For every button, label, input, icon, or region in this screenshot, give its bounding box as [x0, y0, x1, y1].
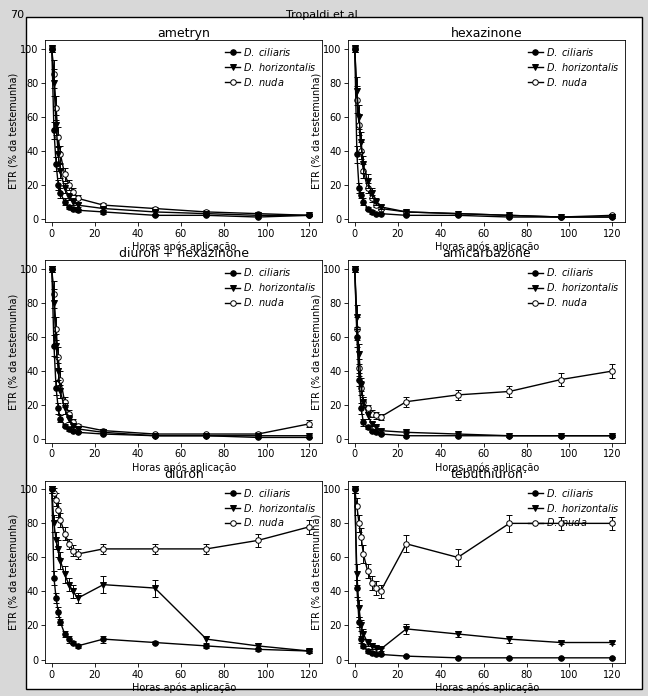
Y-axis label: ETR (% da testemunha): ETR (% da testemunha) — [8, 514, 19, 630]
Title: ametryn: ametryn — [157, 27, 211, 40]
Legend: $\it{D.}$ $\it{ciliaris}$, $\it{D.}$ $\it{horizontalis}$, $\it{D.}$ $\it{nuda}$: $\it{D.}$ $\it{ciliaris}$, $\it{D.}$ $\i… — [526, 264, 621, 310]
Legend: $\it{D.}$ $\it{ciliaris}$, $\it{D.}$ $\it{horizontalis}$, $\it{D.}$ $\it{nuda}$: $\it{D.}$ $\it{ciliaris}$, $\it{D.}$ $\i… — [526, 484, 621, 530]
Y-axis label: ETR (% da testemunha): ETR (% da testemunha) — [312, 293, 321, 410]
Title: hexazinone: hexazinone — [451, 27, 523, 40]
Y-axis label: ETR (% da testemunha): ETR (% da testemunha) — [312, 73, 321, 189]
Title: amicarbazone: amicarbazone — [443, 247, 531, 260]
Title: diuron + hexazinone: diuron + hexazinone — [119, 247, 249, 260]
Text: Tropaldi et al.: Tropaldi et al. — [286, 10, 362, 20]
Legend: $\it{D.}$ $\it{ciliaris}$, $\it{D.}$ $\it{horizontalis}$, $\it{D.}$ $\it{nuda}$: $\it{D.}$ $\it{ciliaris}$, $\it{D.}$ $\i… — [526, 44, 621, 90]
X-axis label: Horas após aplicação: Horas após aplicação — [435, 683, 539, 693]
Title: tebuthiuron: tebuthiuron — [450, 468, 523, 481]
Legend: $\it{D.}$ $\it{ciliaris}$, $\it{D.}$ $\it{horizontalis}$, $\it{D.}$ $\it{nuda}$: $\it{D.}$ $\it{ciliaris}$, $\it{D.}$ $\i… — [224, 264, 318, 310]
X-axis label: Horas após aplicação: Horas após aplicação — [132, 683, 236, 693]
X-axis label: Horas após aplicação: Horas após aplicação — [435, 242, 539, 253]
X-axis label: Horas após aplicação: Horas após aplicação — [132, 462, 236, 473]
Legend: $\it{D.}$ $\it{ciliaris}$, $\it{D.}$ $\it{horizontalis}$, $\it{D.}$ $\it{nuda}$: $\it{D.}$ $\it{ciliaris}$, $\it{D.}$ $\i… — [224, 484, 318, 530]
X-axis label: Horas após aplicação: Horas após aplicação — [435, 462, 539, 473]
Legend: $\it{D.}$ $\it{ciliaris}$, $\it{D.}$ $\it{horizontalis}$, $\it{D.}$ $\it{nuda}$: $\it{D.}$ $\it{ciliaris}$, $\it{D.}$ $\i… — [224, 44, 318, 90]
Y-axis label: ETR (% da testemunha): ETR (% da testemunha) — [8, 73, 19, 189]
X-axis label: Horas após aplicação: Horas após aplicação — [132, 242, 236, 253]
Y-axis label: ETR (% da testemunha): ETR (% da testemunha) — [312, 514, 321, 630]
Y-axis label: ETR (% da testemunha): ETR (% da testemunha) — [8, 293, 19, 410]
Text: 70: 70 — [10, 10, 24, 20]
Title: diuron: diuron — [164, 468, 203, 481]
